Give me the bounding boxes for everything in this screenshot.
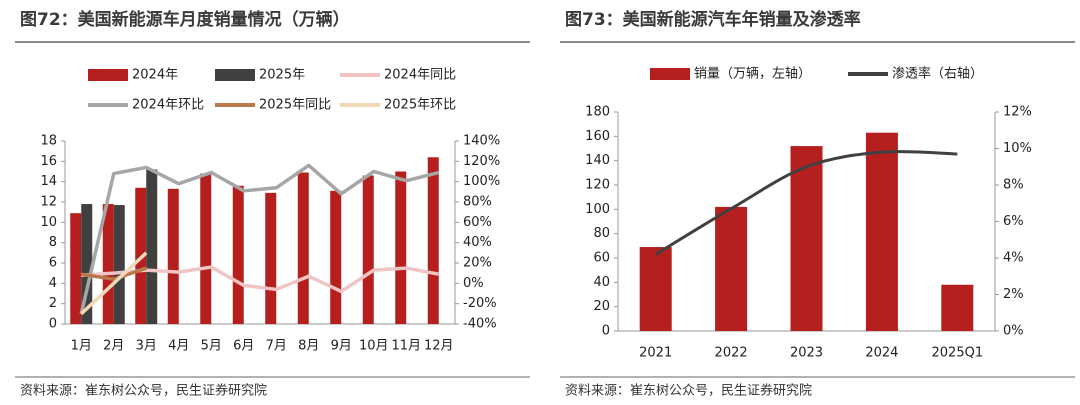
bar	[70, 213, 82, 324]
bar	[232, 185, 244, 324]
y2-tick-label: 10%	[1003, 141, 1032, 156]
legend-label: 2025年	[259, 68, 305, 83]
legend-swatch	[215, 69, 255, 81]
y2-tick-label: 0%	[463, 276, 484, 291]
legend-label: 2025年同比	[259, 98, 331, 113]
y2-tick-label: 6%	[1003, 214, 1024, 229]
source: 资料来源：崔东树公众号，民生证券研究院	[20, 383, 267, 399]
bar	[639, 247, 672, 331]
y-tick-label: 12	[40, 195, 57, 210]
y-tick-label: 160	[585, 129, 610, 144]
bar	[113, 205, 125, 324]
y-tick-label: 80	[593, 226, 610, 241]
chart-title: 图73：美国新能源汽车年销量及渗透率	[565, 9, 861, 30]
line	[80, 251, 148, 316]
y2-tick-label: -40%	[463, 317, 497, 332]
y2-tick-label: -20%	[463, 296, 497, 311]
x-tick-label: 1月	[71, 339, 92, 354]
y2-tick-label: 80%	[463, 195, 492, 210]
line	[654, 149, 958, 256]
legend-label: 2025年环比	[384, 98, 456, 113]
y-tick-label: 40	[593, 275, 610, 290]
x-tick-label: 12月	[424, 339, 454, 354]
y2-tick-label: 20%	[463, 256, 492, 271]
y-tick-label: 20	[593, 299, 610, 314]
y-tick-label: 6	[49, 256, 57, 271]
x-tick-label: 10月	[359, 339, 389, 354]
bar	[865, 132, 898, 331]
bar	[715, 206, 748, 331]
x-tick-label: 2024	[865, 346, 898, 361]
legend-label: 2024年	[132, 68, 178, 83]
y-tick-label: 18	[40, 134, 57, 149]
bar	[146, 169, 158, 324]
y2-tick-label: 120%	[463, 154, 500, 169]
y-tick-label: 0	[49, 317, 57, 332]
x-tick-label: 2021	[639, 346, 672, 361]
y-tick-label: 60	[593, 251, 610, 266]
x-tick-label: 3月	[136, 339, 157, 354]
y2-tick-label: 100%	[463, 174, 500, 189]
bar	[81, 204, 93, 324]
y-tick-label: 140	[585, 153, 610, 168]
bar	[167, 188, 179, 324]
source: 资料来源：崔东树公众号，民生证券研究院	[565, 383, 812, 399]
y2-tick-label: 2%	[1003, 287, 1024, 302]
x-tick-label: 4月	[168, 339, 189, 354]
bar	[362, 175, 374, 324]
bar	[297, 172, 309, 324]
y-tick-label: 10	[40, 215, 57, 230]
y-tick-label: 8	[49, 235, 57, 250]
line	[80, 266, 147, 282]
bar	[941, 284, 974, 331]
y-tick-label: 2	[49, 296, 57, 311]
y2-tick-label: 40%	[463, 235, 492, 250]
x-tick-label: 9月	[331, 339, 352, 354]
bar	[790, 146, 823, 331]
x-tick-label: 2月	[103, 339, 124, 354]
y-tick-label: 120	[585, 178, 610, 193]
y2-tick-label: 60%	[463, 215, 492, 230]
x-tick-label: 11月	[391, 339, 421, 354]
bar	[265, 192, 277, 324]
legend-label: 渗透率（右轴）	[892, 66, 983, 82]
x-tick-label: 5月	[201, 339, 222, 354]
bar	[330, 190, 342, 324]
legend-swatch	[650, 68, 690, 80]
y-tick-label: 14	[40, 174, 57, 189]
y2-tick-label: 8%	[1003, 178, 1024, 193]
bar	[395, 171, 407, 324]
legend-label: 2024年环比	[132, 98, 204, 113]
x-tick-label: 2022	[715, 346, 748, 361]
y-tick-label: 4	[49, 276, 57, 291]
bar	[427, 157, 439, 324]
y2-tick-label: 4%	[1003, 251, 1024, 266]
y-tick-label: 100	[585, 202, 610, 217]
bar	[200, 173, 212, 324]
legend-label: 2024年同比	[384, 68, 456, 83]
x-tick-label: 2023	[790, 346, 823, 361]
legend-label: 销量（万辆，左轴）	[694, 67, 811, 82]
chart-title: 图72：美国新能源车月度销量情况（万辆）	[20, 9, 350, 30]
bar	[102, 204, 114, 324]
x-tick-label: 7月	[266, 339, 287, 354]
y2-tick-label: 12%	[1003, 105, 1032, 120]
x-tick-label: 6月	[233, 339, 254, 354]
y2-tick-label: 140%	[463, 134, 500, 149]
line	[79, 163, 440, 315]
y-tick-label: 0	[602, 324, 610, 339]
legend-swatch	[88, 69, 128, 81]
y2-tick-label: 0%	[1003, 324, 1024, 339]
x-tick-label: 2025Q1	[932, 346, 984, 361]
y-tick-label: 180	[585, 105, 610, 120]
x-tick-label: 8月	[298, 339, 319, 354]
y-tick-label: 16	[40, 154, 57, 169]
